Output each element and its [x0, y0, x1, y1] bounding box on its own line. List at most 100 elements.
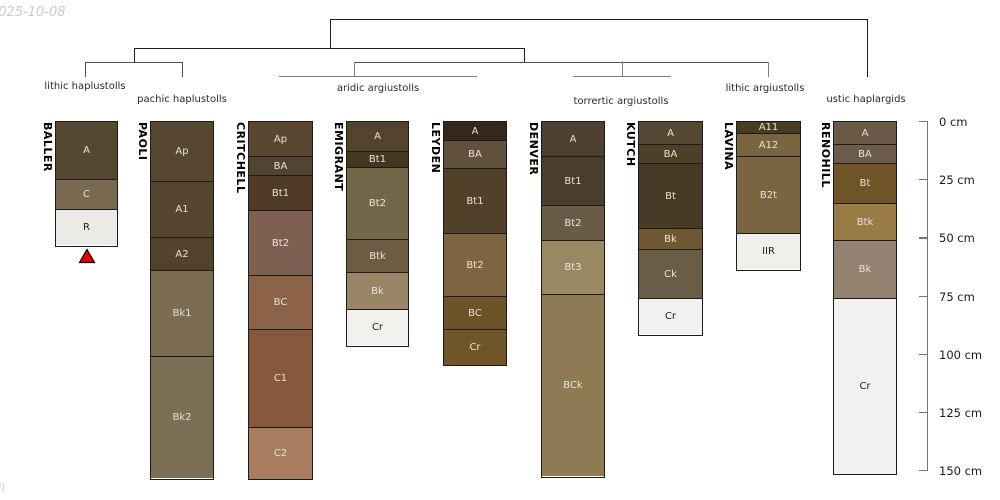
depth-tick-label: 75 cm: [939, 289, 975, 304]
depth-tick-label: 125 cm: [939, 405, 983, 420]
horizon-renohill-ba: BA: [834, 145, 896, 164]
horizon-denver-bck: BCk: [542, 295, 604, 476]
depth-tick-label: 150 cm: [939, 464, 983, 478]
dendrogram-segment: [85, 62, 87, 77]
depth-tick-label: 100 cm: [939, 347, 983, 362]
horizon-emigrant-bt2: Bt2: [347, 168, 408, 240]
horizon-leyden-a: A: [444, 122, 506, 141]
profile-column-kutch: A BA Bt Bk Ck Cr: [638, 121, 703, 336]
horizon-renohill-bk: Bk: [834, 241, 896, 299]
profile-name-baller: BALLER: [41, 122, 54, 172]
profile-column-renohill: A BA Bt Btk Bk Cr: [833, 121, 897, 475]
dendrogram-segment: [354, 62, 769, 64]
depth-tick-label: 25 cm: [939, 173, 975, 188]
horizon-kutch-cr: Cr: [639, 299, 702, 334]
horizon-lavina-a11: A11: [737, 122, 800, 134]
horizon-emigrant-cr: Cr: [347, 310, 408, 345]
horizon-critchell-bt2: Bt2: [249, 211, 312, 276]
horizon-lavina-iir: IIR: [737, 234, 800, 269]
dendrogram-segment: [768, 62, 770, 77]
horizon-denver-bt2: Bt2: [542, 206, 604, 241]
horizon-leyden-cr: Cr: [444, 330, 506, 365]
dendrogram-segment: [182, 62, 184, 77]
horizon-paoli-a2: A2: [151, 238, 213, 271]
profile-name-paoli: PAOLI: [136, 122, 149, 161]
profile-name-renohill: RENOHILL: [819, 122, 832, 188]
horizon-lavina-a12: A12: [737, 134, 800, 157]
profile-name-leyden: LEYDEN: [429, 122, 442, 174]
horizon-paoli-ap: Ap: [151, 122, 213, 182]
horizon-critchell-ba: BA: [249, 157, 312, 176]
dendrogram-segment: [85, 62, 183, 64]
horizon-kutch-ck: Ck: [639, 250, 702, 299]
horizon-leyden-ba: BA: [444, 141, 506, 169]
profile-column-emigrant: A Bt1 Bt2 Btk Bk Cr: [346, 121, 409, 347]
horizon-renohill-cr: Cr: [834, 299, 896, 474]
horizon-renohill-a: A: [834, 122, 896, 145]
profile-name-lavina: LAVINA: [722, 122, 735, 171]
horizon-denver-bt3: Bt3: [542, 241, 604, 295]
group-label-ustic-haplargids: ustic haplargids: [826, 94, 906, 105]
horizon-kutch-a: A: [639, 122, 702, 145]
group-label-lithic-haplustolls: lithic haplustolls: [44, 81, 126, 92]
horizon-leyden-bc: BC: [444, 297, 506, 330]
horizon-renohill-btk: Btk: [834, 204, 896, 241]
profile-column-denver: A Bt1 Bt2 Bt3 BCk: [541, 121, 605, 478]
group-label-aridic-argiustolls: aridic argiustolls: [336, 83, 420, 94]
horizon-baller-r: R: [56, 210, 117, 245]
profile-column-paoli: Ap A1 A2 Bk1 Bk2: [150, 121, 214, 480]
group-label-torrertic-argiustolls: torrertic argiustolls: [573, 96, 669, 107]
date-watermark: 2025-10-08: [0, 5, 66, 20]
horizon-lavina-b2t: B2t: [737, 157, 800, 234]
dendrogram-segment: [279, 76, 477, 78]
horizon-critchell-ap: Ap: [249, 122, 312, 157]
horizon-emigrant-bt1: Bt1: [347, 152, 408, 168]
depth-tick: [919, 179, 927, 181]
horizon-paoli-bk2: Bk2: [151, 357, 213, 478]
depth-tick: [919, 121, 927, 123]
depth-tick: [919, 353, 927, 355]
horizon-kutch-ba: BA: [639, 145, 702, 164]
horizon-critchell-c1: C1: [249, 330, 312, 428]
horizon-denver-bt1: Bt1: [542, 157, 604, 206]
horizon-leyden-bt1: Bt1: [444, 169, 506, 234]
depth-tick-label: 0 cm: [939, 115, 968, 129]
depth-tick: [919, 470, 927, 472]
horizon-critchell-bc: BC: [249, 276, 312, 330]
lithic-contact-marker: [77, 248, 96, 264]
profile-column-critchell: Ap BA Bt1 Bt2 BC C1 C2: [248, 121, 313, 480]
dendrogram-segment: [134, 48, 525, 50]
profile-name-critchell: CRITCHELL: [234, 122, 247, 194]
horizon-kutch-bt: Bt: [639, 164, 702, 229]
depth-tick: [919, 295, 927, 297]
dendrogram-segment: [330, 19, 868, 21]
profile-column-lavina: A11 A12 B2t IIR: [736, 121, 801, 271]
horizon-kutch-bk: Bk: [639, 229, 702, 250]
horizon-paoli-a1: A1: [151, 182, 213, 238]
dendrogram-segment: [134, 48, 136, 63]
profile-name-emigrant: EMIGRANT: [332, 122, 345, 192]
depth-tick: [919, 237, 927, 239]
horizon-paoli-bk1: Bk1: [151, 271, 213, 357]
dendrogram-segment: [573, 76, 671, 78]
profile-name-kutch: KUTCH: [624, 122, 637, 167]
red-triangle-icon: [77, 248, 96, 264]
horizon-baller-c: C: [56, 180, 117, 210]
horizon-critchell-c2: C2: [249, 428, 312, 479]
depth-tick: [919, 411, 927, 414]
dendrogram-segment: [330, 19, 332, 49]
depth-axis-line: [927, 121, 929, 471]
horizon-emigrant-bk: Bk: [347, 273, 408, 310]
horizon-denver-a: A: [542, 122, 604, 157]
dendrogram-segment: [524, 48, 526, 63]
profile-column-leyden: A BA Bt1 Bt2 BC Cr: [443, 121, 507, 366]
horizon-leyden-bt2: Bt2: [444, 234, 506, 297]
dendrogram-segment: [622, 62, 624, 77]
dendrogram-segment: [867, 19, 869, 77]
horizon-renohill-bt: Bt: [834, 164, 896, 204]
group-label-lithic-argiustolls: lithic argiustolls: [725, 83, 805, 94]
depth-tick-label: 50 cm: [939, 231, 975, 246]
profile-name-denver: DENVER: [527, 122, 540, 176]
dendrogram-segment: [354, 62, 356, 77]
